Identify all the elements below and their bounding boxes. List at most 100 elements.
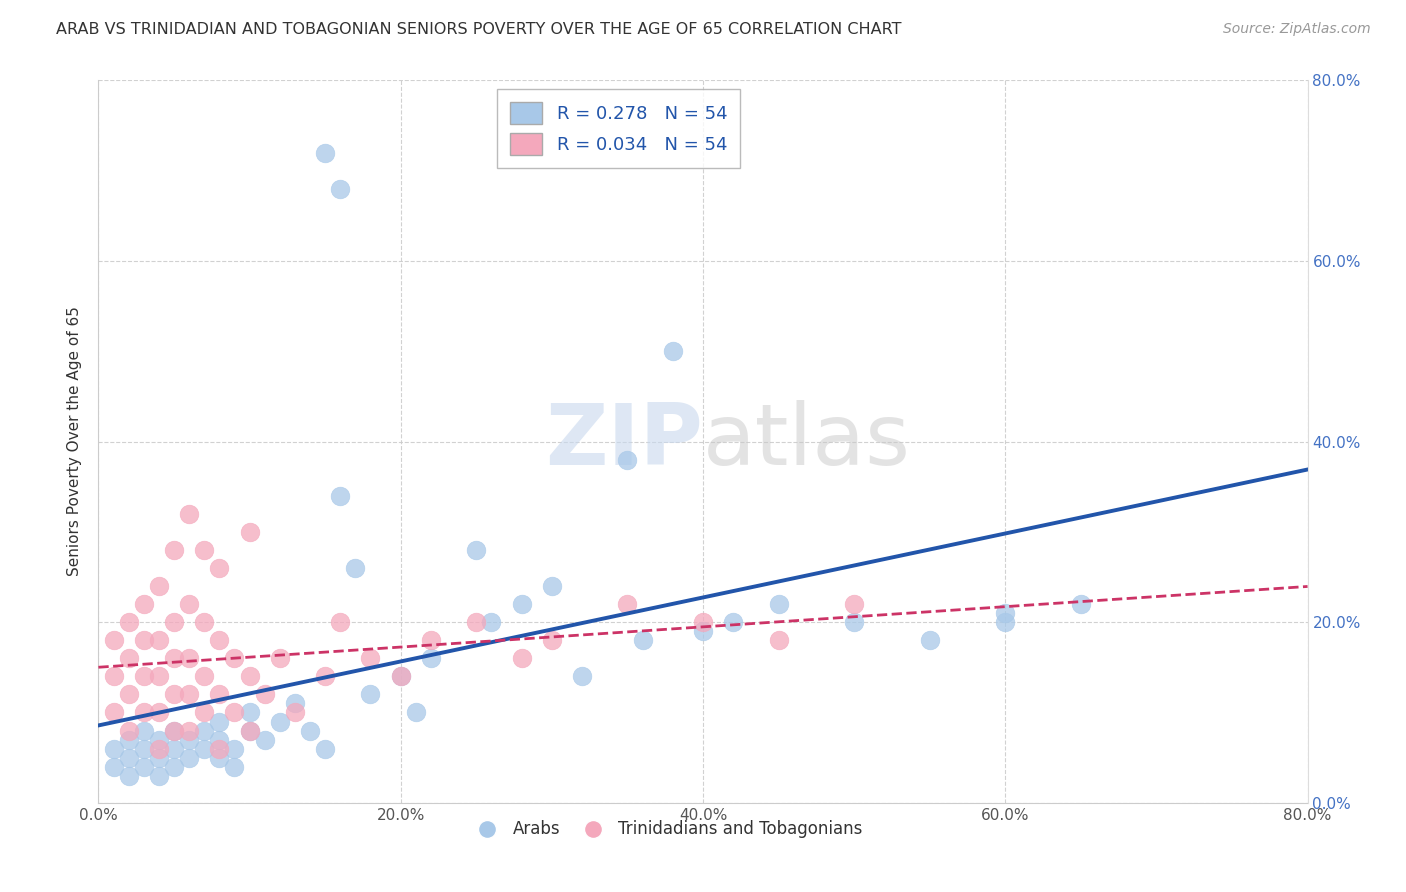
Point: [420, 651, 443, 665]
Point: [253, 687, 276, 701]
Point: [118, 651, 141, 665]
Point: [631, 633, 654, 648]
Point: [118, 732, 141, 747]
Point: [163, 687, 186, 701]
Point: [132, 741, 155, 756]
Point: [239, 723, 262, 738]
Point: [118, 769, 141, 783]
Point: [148, 669, 170, 683]
Point: [692, 615, 714, 630]
Point: [179, 732, 201, 747]
Point: [208, 687, 231, 701]
Point: [132, 723, 155, 738]
Point: [768, 597, 790, 611]
Point: [193, 542, 215, 557]
Point: [314, 741, 336, 756]
Text: ARAB VS TRINIDADIAN AND TOBAGONIAN SENIORS POVERTY OVER THE AGE OF 65 CORRELATIO: ARAB VS TRINIDADIAN AND TOBAGONIAN SENIO…: [56, 22, 901, 37]
Point: [193, 706, 215, 720]
Point: [163, 760, 186, 774]
Point: [344, 561, 367, 575]
Point: [103, 633, 125, 648]
Point: [329, 615, 352, 630]
Point: [299, 723, 322, 738]
Point: [314, 669, 336, 683]
Point: [329, 182, 352, 196]
Point: [103, 706, 125, 720]
Point: [179, 651, 201, 665]
Point: [163, 723, 186, 738]
Point: [148, 706, 170, 720]
Point: [193, 723, 215, 738]
Point: [269, 714, 291, 729]
Point: [465, 615, 488, 630]
Point: [768, 633, 790, 648]
Point: [239, 723, 262, 738]
Y-axis label: Seniors Poverty Over the Age of 65: Seniors Poverty Over the Age of 65: [67, 307, 83, 576]
Point: [148, 633, 170, 648]
Point: [284, 706, 307, 720]
Point: [163, 651, 186, 665]
Point: [179, 597, 201, 611]
Point: [163, 723, 186, 738]
Point: [208, 732, 231, 747]
Point: [193, 741, 215, 756]
Point: [132, 706, 155, 720]
Point: [224, 760, 246, 774]
Point: [510, 651, 533, 665]
Point: [193, 615, 215, 630]
Point: [616, 597, 638, 611]
Point: [148, 732, 170, 747]
Point: [284, 697, 307, 711]
Point: [616, 452, 638, 467]
Point: [844, 597, 866, 611]
Point: [163, 741, 186, 756]
Point: [844, 615, 866, 630]
Point: [193, 669, 215, 683]
Point: [269, 651, 291, 665]
Legend: Arabs, Trinidadians and Tobagonians: Arabs, Trinidadians and Tobagonians: [464, 814, 869, 845]
Point: [208, 750, 231, 764]
Point: [208, 714, 231, 729]
Point: [132, 760, 155, 774]
Point: [389, 669, 412, 683]
Point: [405, 706, 427, 720]
Point: [103, 760, 125, 774]
Point: [465, 542, 488, 557]
Point: [239, 706, 262, 720]
Point: [208, 633, 231, 648]
Point: [360, 651, 382, 665]
Point: [224, 741, 246, 756]
Point: [118, 750, 141, 764]
Point: [723, 615, 745, 630]
Point: [481, 615, 503, 630]
Point: [148, 741, 170, 756]
Point: [420, 633, 443, 648]
Point: [179, 687, 201, 701]
Text: Source: ZipAtlas.com: Source: ZipAtlas.com: [1223, 22, 1371, 37]
Text: ZIP: ZIP: [546, 400, 703, 483]
Point: [224, 706, 246, 720]
Point: [918, 633, 941, 648]
Point: [179, 507, 201, 521]
Point: [1070, 597, 1092, 611]
Point: [571, 669, 593, 683]
Point: [253, 732, 276, 747]
Point: [148, 769, 170, 783]
Point: [163, 615, 186, 630]
Point: [540, 579, 562, 593]
Point: [329, 489, 352, 503]
Point: [103, 741, 125, 756]
Point: [239, 669, 262, 683]
Point: [118, 687, 141, 701]
Point: [224, 651, 246, 665]
Point: [103, 669, 125, 683]
Point: [510, 597, 533, 611]
Point: [360, 687, 382, 701]
Point: [148, 579, 170, 593]
Point: [994, 606, 1017, 620]
Point: [239, 524, 262, 539]
Point: [540, 633, 562, 648]
Point: [148, 750, 170, 764]
Point: [132, 633, 155, 648]
Point: [132, 597, 155, 611]
